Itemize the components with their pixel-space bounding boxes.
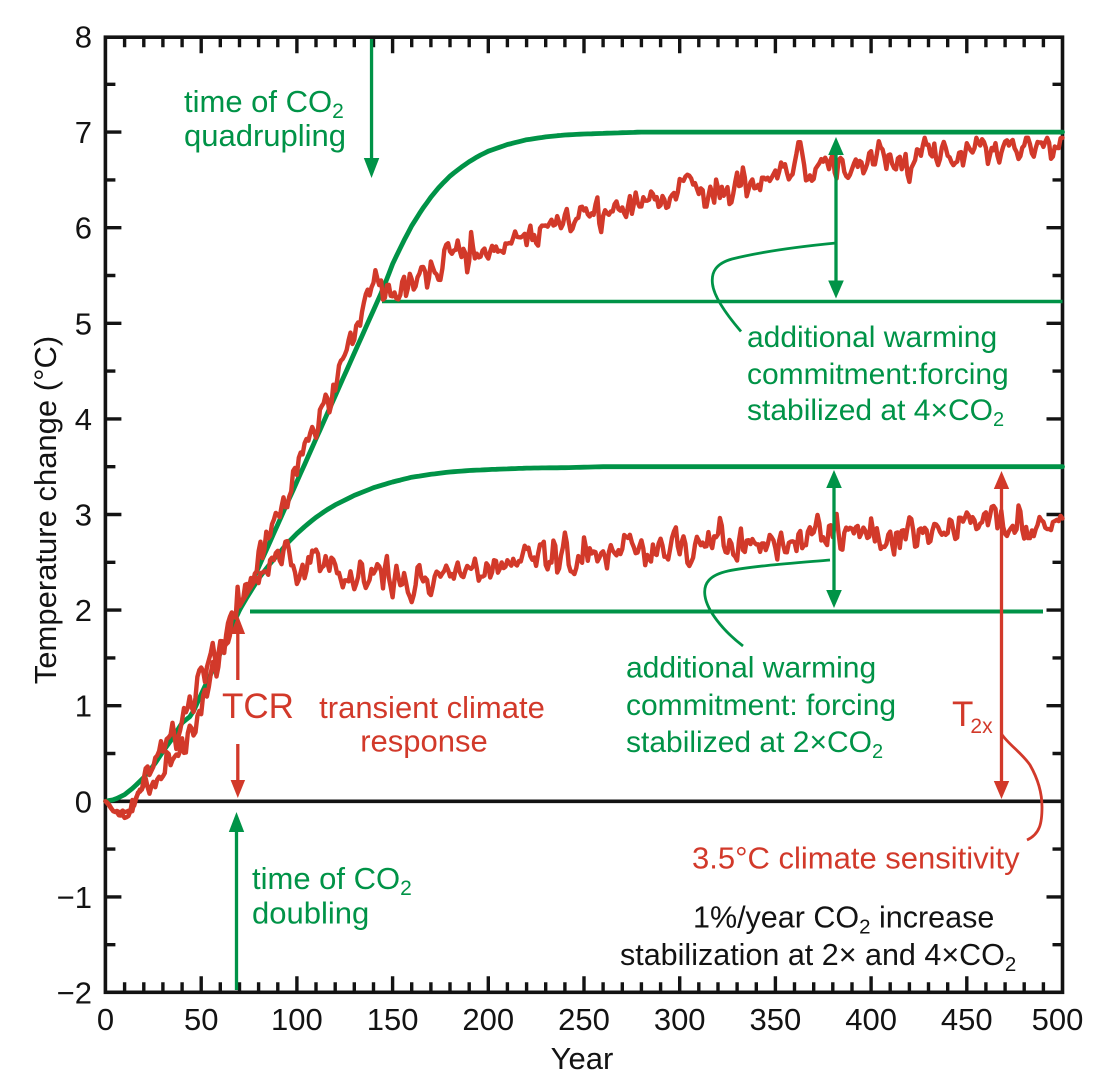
svg-text:time of CO2​: time of CO2​ (252, 861, 412, 900)
svg-text:additional warming: additional warming (747, 321, 997, 354)
svg-text:quadrupling: quadrupling (184, 118, 346, 153)
svg-text:0: 0 (75, 784, 92, 819)
svg-text:transient climate: transient climate (319, 690, 545, 725)
svg-text:stabilized at 4×CO2: stabilized at 4×CO2 (747, 394, 1004, 431)
svg-text:commitment: forcing: commitment: forcing (626, 689, 896, 722)
svg-text:Temperature change (°C): Temperature change (°C) (28, 336, 63, 684)
svg-text:6: 6 (75, 211, 92, 246)
svg-text:2: 2 (75, 593, 92, 628)
svg-text:3: 3 (75, 498, 92, 533)
svg-text:1%/year CO2 increase: 1%/year CO2 increase (693, 901, 994, 939)
svg-text:time of CO2​: time of CO2​ (184, 84, 344, 123)
svg-text:400: 400 (845, 1002, 897, 1037)
svg-text:doubling: doubling (252, 896, 369, 931)
svg-text:Year: Year (551, 1041, 614, 1076)
svg-text:100: 100 (271, 1002, 323, 1037)
svg-text:3.5°C climate sensitivity: 3.5°C climate sensitivity (692, 841, 1020, 876)
svg-text:50: 50 (184, 1002, 218, 1037)
svg-text:response: response (360, 724, 488, 759)
svg-text:450: 450 (941, 1002, 993, 1037)
svg-text:500: 500 (1032, 1002, 1084, 1037)
svg-text:8: 8 (75, 20, 92, 55)
svg-text:stabilized at 2×CO2: stabilized at 2×CO2 (626, 726, 883, 763)
svg-text:stabilization at 2× and 4×CO2: stabilization at 2× and 4×CO2 (620, 938, 1016, 976)
svg-text:150: 150 (367, 1002, 419, 1037)
svg-text:commitment:forcing: commitment:forcing (747, 358, 1009, 391)
svg-text:7: 7 (75, 115, 92, 150)
svg-text:0: 0 (97, 1002, 114, 1037)
svg-text:5: 5 (75, 306, 92, 341)
svg-text:TCR: TCR (222, 687, 294, 726)
svg-text:200: 200 (462, 1002, 514, 1037)
svg-text:additional warming: additional warming (626, 652, 876, 685)
svg-text:4: 4 (75, 402, 92, 437)
svg-text:300: 300 (654, 1002, 706, 1037)
svg-text:−2: −2 (57, 976, 92, 1011)
svg-text:1: 1 (75, 689, 92, 724)
svg-text:−1: −1 (57, 880, 92, 915)
svg-text:350: 350 (750, 1002, 802, 1037)
svg-text:250: 250 (558, 1002, 610, 1037)
